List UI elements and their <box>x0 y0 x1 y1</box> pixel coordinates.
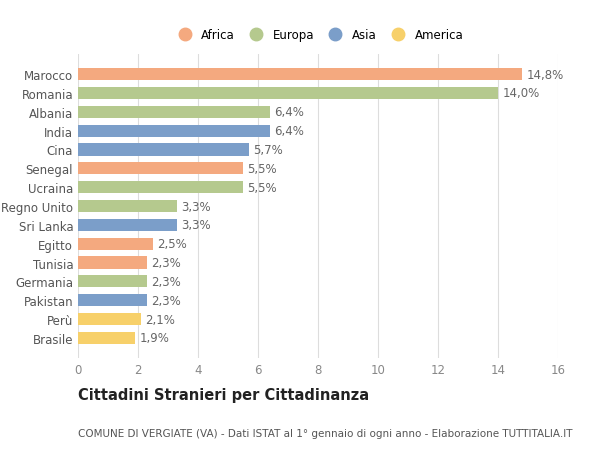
Text: 5,5%: 5,5% <box>248 181 277 194</box>
Bar <box>78 294 147 307</box>
Bar <box>78 332 135 344</box>
Text: 3,3%: 3,3% <box>182 200 211 213</box>
Bar <box>78 125 270 137</box>
Text: 2,5%: 2,5% <box>157 238 187 251</box>
Text: 2,3%: 2,3% <box>151 275 181 288</box>
Text: 6,4%: 6,4% <box>275 125 304 138</box>
Text: 2,1%: 2,1% <box>146 313 175 326</box>
Text: 14,0%: 14,0% <box>503 87 540 100</box>
Bar <box>78 182 243 194</box>
Bar <box>78 106 270 119</box>
Bar <box>78 219 177 231</box>
Text: 2,3%: 2,3% <box>151 294 181 307</box>
Text: COMUNE DI VERGIATE (VA) - Dati ISTAT al 1° gennaio di ogni anno - Elaborazione T: COMUNE DI VERGIATE (VA) - Dati ISTAT al … <box>78 428 572 438</box>
Bar <box>78 313 141 325</box>
Legend: Africa, Europa, Asia, America: Africa, Europa, Asia, America <box>168 25 468 47</box>
Bar <box>78 238 153 250</box>
Text: 5,7%: 5,7% <box>254 144 283 157</box>
Text: 14,8%: 14,8% <box>527 68 564 81</box>
Text: 1,9%: 1,9% <box>139 332 169 345</box>
Bar <box>78 144 249 156</box>
Text: Cittadini Stranieri per Cittadinanza: Cittadini Stranieri per Cittadinanza <box>78 387 369 403</box>
Text: 3,3%: 3,3% <box>182 219 211 232</box>
Text: 2,3%: 2,3% <box>151 257 181 269</box>
Bar <box>78 69 522 81</box>
Bar <box>78 257 147 269</box>
Bar <box>78 163 243 175</box>
Bar <box>78 276 147 288</box>
Text: 6,4%: 6,4% <box>275 106 304 119</box>
Bar <box>78 201 177 213</box>
Bar <box>78 88 498 100</box>
Text: 5,5%: 5,5% <box>248 162 277 175</box>
